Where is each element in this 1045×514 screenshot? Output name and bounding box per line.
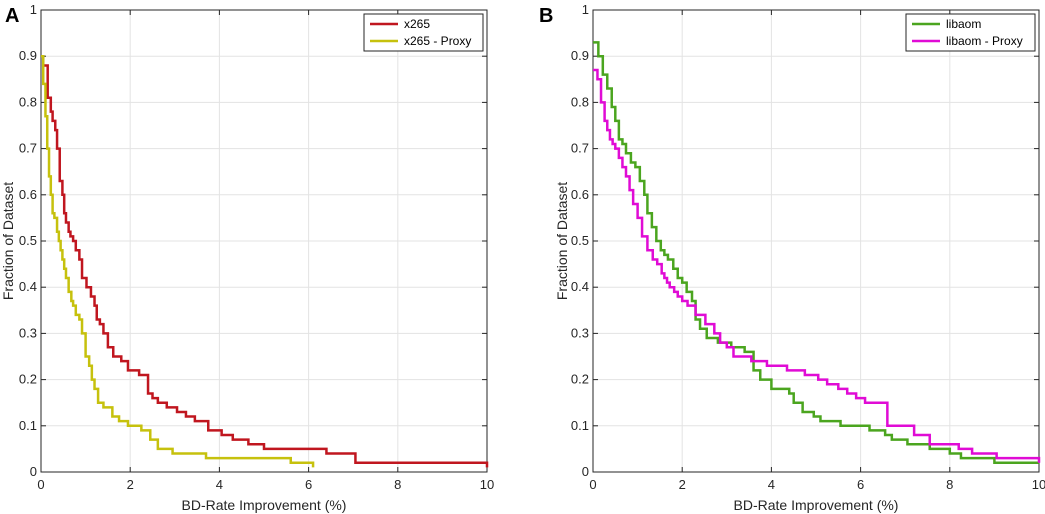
xtick-label-b-1: 2 (679, 477, 686, 492)
ytick-label-a-5: 0.5 (19, 233, 37, 248)
ytick-label-b-9: 0.9 (571, 48, 589, 63)
legend-label-b-0: libaom (946, 17, 981, 31)
legend-label-a-0: x265 (404, 17, 430, 31)
chart-panel-a: A Fraction of Dataset BD-Rate Improvemen… (0, 2, 494, 513)
xlabel-a: BD-Rate Improvement (%) (182, 497, 347, 513)
ytick-label-a-10: 1 (30, 2, 37, 17)
series-line-b-1 (593, 68, 1041, 463)
panel-label-b: B (539, 5, 553, 27)
xtick-label-b-5: 10 (1032, 477, 1045, 492)
ytick-label-a-3: 0.3 (19, 325, 37, 340)
ytick-label-b-8: 0.8 (571, 94, 589, 109)
series-line-b-0 (593, 41, 1039, 465)
xtick-label-a-1: 2 (127, 477, 134, 492)
ytick-label-b-10: 1 (582, 2, 589, 17)
series-line-a-0 (41, 54, 489, 468)
ytick-label-a-7: 0.7 (19, 141, 37, 156)
ylabel-a: Fraction of Dataset (0, 182, 16, 300)
ytick-label-b-5: 0.5 (571, 233, 589, 248)
xtick-label-a-0: 0 (37, 477, 44, 492)
xtick-label-a-5: 10 (480, 477, 494, 492)
chart-panel-b: B Fraction of Dataset BD-Rate Improvemen… (539, 2, 1045, 513)
ylabel-b: Fraction of Dataset (554, 182, 570, 300)
xtick-label-b-0: 0 (589, 477, 596, 492)
ytick-label-b-7: 0.7 (571, 141, 589, 156)
ytick-label-a-9: 0.9 (19, 48, 37, 63)
xlabel-b: BD-Rate Improvement (%) (734, 497, 899, 513)
legend-label-b-1: libaom - Proxy (946, 34, 1023, 48)
ytick-label-b-0: 0 (582, 464, 589, 479)
ytick-label-a-1: 0.1 (19, 418, 37, 433)
legend-b: libaom libaom - Proxy (905, 13, 1036, 52)
ytick-label-a-2: 0.2 (19, 372, 37, 387)
legend-label-a-1: x265 - Proxy (404, 34, 471, 48)
ytick-label-b-1: 0.1 (571, 418, 589, 433)
xtick-label-b-3: 6 (857, 477, 864, 492)
ytick-label-a-0: 0 (30, 464, 37, 479)
xtick-label-a-3: 6 (305, 477, 312, 492)
xtick-label-b-2: 4 (768, 477, 775, 492)
ytick-label-b-4: 0.4 (571, 279, 589, 294)
xtick-label-a-2: 4 (216, 477, 223, 492)
legend-a: x265 x265 - Proxy (363, 13, 484, 52)
xtick-label-a-4: 8 (394, 477, 401, 492)
ytick-label-b-6: 0.6 (571, 187, 589, 202)
panel-label-a: A (5, 5, 19, 27)
series-line-a-1 (41, 54, 315, 468)
ytick-label-b-2: 0.2 (571, 372, 589, 387)
ytick-label-a-8: 0.8 (19, 94, 37, 109)
legend-box-b (905, 13, 1036, 52)
ytick-label-b-3: 0.3 (571, 325, 589, 340)
ytick-label-a-4: 0.4 (19, 279, 37, 294)
xtick-label-b-4: 8 (946, 477, 953, 492)
ytick-label-a-6: 0.6 (19, 187, 37, 202)
legend-box-a (363, 13, 484, 52)
